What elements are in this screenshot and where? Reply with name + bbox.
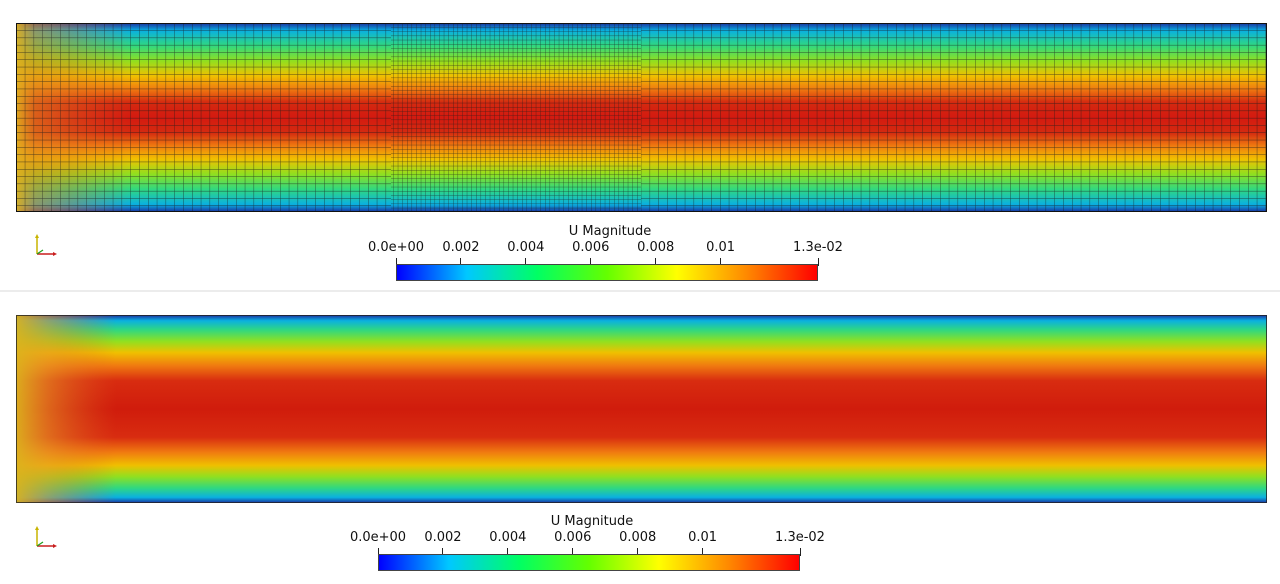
tick-label: 0.0e+00 [367, 240, 425, 255]
inlet-developing-region [16, 315, 1267, 503]
render-view-bottom[interactable]: U Magnitude 0.0e+00 0.002 0.004 0.006 0.… [0, 292, 1280, 582]
color-legend-bar [396, 264, 818, 281]
tick-label: 0.004 [489, 530, 527, 545]
velocity-field-mesh[interactable] [16, 23, 1267, 212]
xyz-axes-icon [35, 234, 57, 256]
color-legend-title: U Magnitude [550, 514, 634, 529]
mesh-surface-plot [16, 23, 1267, 212]
color-legend-bar [378, 554, 800, 571]
tick-label: 0.002 [442, 240, 480, 255]
smooth-surface-plot [16, 315, 1267, 503]
color-legend-bottom[interactable]: U Magnitude 0.0e+00 0.002 0.004 0.006 0.… [342, 514, 842, 584]
tick-mark [590, 258, 592, 266]
tick-label: 0.002 [424, 530, 462, 545]
color-legend-tick-labels: 0.0e+00 0.002 0.004 0.006 0.008 0.01 1.3… [342, 530, 842, 548]
tick-mark [702, 548, 704, 556]
xyz-axes-icon [35, 526, 57, 548]
tick-label: 0.004 [507, 240, 545, 255]
domain-outline [16, 315, 1267, 503]
tick-label: 0.01 [706, 240, 736, 255]
mesh-block-right [641, 23, 1267, 212]
tick-mark [637, 548, 639, 556]
tick-mark [377, 548, 379, 556]
tick-mark [460, 258, 462, 266]
tick-label: 0.0e+00 [349, 530, 407, 545]
tick-mark [525, 258, 527, 266]
tick-mark [442, 548, 444, 556]
color-legend-title: U Magnitude [568, 224, 652, 239]
tick-label: 1.3e-02 [775, 530, 825, 545]
tick-mark [572, 548, 574, 556]
tick-label: 0.006 [554, 530, 592, 545]
tick-mark [395, 258, 397, 266]
tick-mark [720, 258, 722, 266]
tick-mark [799, 548, 801, 556]
tick-label: 0.008 [637, 240, 675, 255]
mesh-block-refined [391, 23, 641, 212]
color-legend-top[interactable]: U Magnitude 0.0e+00 0.002 0.004 0.006 0.… [360, 224, 860, 294]
tick-label: 1.3e-02 [793, 240, 843, 255]
tick-label: 0.006 [572, 240, 610, 255]
render-view-top[interactable]: U Magnitude 0.0e+00 0.002 0.004 0.006 0.… [0, 0, 1280, 290]
tick-label: 0.01 [688, 530, 718, 545]
velocity-field-smooth[interactable] [16, 315, 1267, 503]
mesh-block-left [16, 23, 391, 212]
tick-label: 0.008 [619, 530, 657, 545]
tick-mark [655, 258, 657, 266]
view-separator[interactable] [0, 290, 1280, 292]
color-legend-tick-labels: 0.0e+00 0.002 0.004 0.006 0.008 0.01 1.3… [360, 240, 860, 258]
tick-mark [817, 258, 819, 266]
orientation-axes [31, 230, 61, 260]
tick-mark [507, 548, 509, 556]
domain-outline [16, 23, 1267, 212]
orientation-axes [31, 522, 61, 552]
